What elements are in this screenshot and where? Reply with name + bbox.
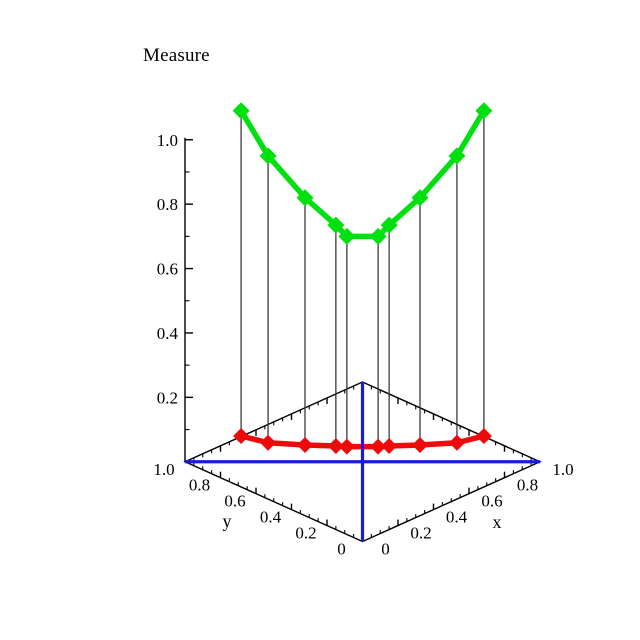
x-axis-tick-label: 0.6 bbox=[481, 492, 502, 511]
y-axis-name: y bbox=[223, 511, 232, 531]
z-axis-tick-label: 0.8 bbox=[157, 195, 178, 214]
upper-measure-marker bbox=[475, 102, 493, 120]
lower-measure-marker bbox=[412, 437, 429, 454]
y-axis-tick-label: 0 bbox=[337, 540, 346, 559]
lower-measure-marker bbox=[381, 437, 398, 454]
lower-measure-marker bbox=[370, 438, 387, 455]
upper-measure-marker bbox=[411, 189, 429, 207]
x-axis-name: x bbox=[493, 512, 502, 532]
y-axis-tick-label: 0.4 bbox=[260, 508, 282, 527]
lower-measure-marker bbox=[475, 427, 492, 444]
y-axis-tick-label: 0.6 bbox=[224, 492, 245, 511]
lower-measure-marker bbox=[260, 434, 277, 451]
z-axis-tick-label: 1.0 bbox=[157, 131, 178, 150]
lower-measure-marker bbox=[327, 437, 344, 454]
y-axis-tick-label: 0.2 bbox=[295, 524, 316, 543]
y-axis-tick-label: 1.0 bbox=[153, 460, 174, 479]
y-axis-tick-label: 0.8 bbox=[189, 476, 210, 495]
lower-measure-marker bbox=[338, 438, 355, 455]
x-axis-tick-label: 0.8 bbox=[517, 476, 538, 495]
upper-measure-marker bbox=[380, 216, 398, 234]
z-axis-tick-label: 0.4 bbox=[157, 324, 179, 343]
x-axis-tick-label: 0.2 bbox=[410, 524, 431, 543]
lower-measure-marker bbox=[233, 427, 250, 444]
upper-measure-line bbox=[238, 109, 487, 240]
upper-measure-marker bbox=[448, 147, 466, 165]
x-axis-tick-label: 0.4 bbox=[446, 508, 468, 527]
x-axis-tick-label: 1.0 bbox=[552, 460, 573, 479]
z-axis-tick-label: 0.6 bbox=[157, 260, 178, 279]
upper-measure-marker bbox=[232, 102, 250, 120]
upper-measure-marker bbox=[338, 227, 356, 245]
upper-measure-marker bbox=[259, 147, 277, 165]
lower-measure-marker bbox=[448, 434, 465, 451]
z-axis-tick-label: 0.2 bbox=[157, 388, 178, 407]
upper-measure-marker bbox=[327, 216, 345, 234]
upper-measure-marker bbox=[296, 189, 314, 207]
x-axis-tick-label: 0 bbox=[381, 540, 390, 559]
plot-title: Measure bbox=[143, 45, 210, 66]
lower-measure-marker bbox=[296, 437, 313, 454]
upper-measure-marker bbox=[369, 227, 387, 245]
